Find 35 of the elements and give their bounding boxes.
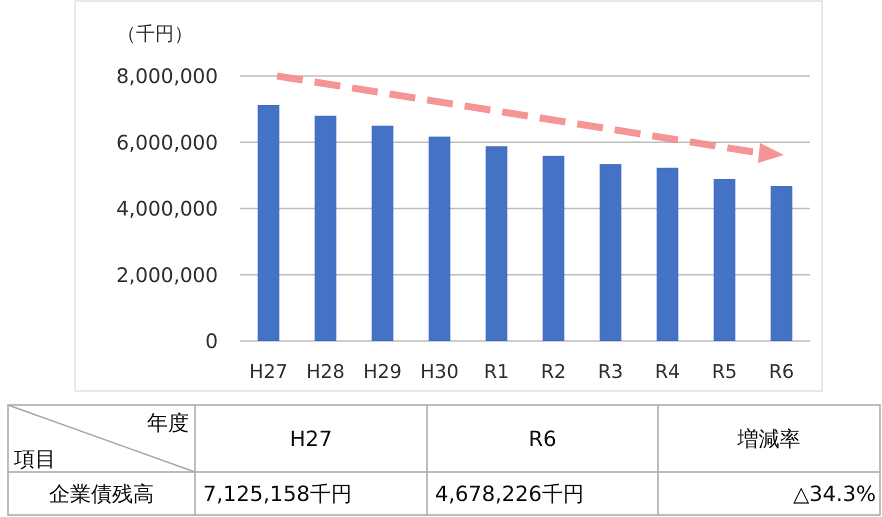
text: 項目	[13, 447, 56, 471]
bar	[428, 136, 450, 341]
y-axis-title: （千円）	[117, 23, 193, 45]
x-tick-label: R2	[540, 361, 566, 383]
x-tick-label: R6	[768, 361, 794, 383]
text: △34.3%	[793, 482, 876, 506]
text: H27	[290, 426, 332, 451]
x-tick-label: R5	[712, 361, 738, 383]
text: 4,678,226千円	[435, 482, 584, 506]
y-tick-label: 6,000,000	[116, 130, 218, 154]
bar	[542, 156, 564, 341]
x-tick-label: H30	[420, 361, 459, 383]
bar	[314, 116, 336, 341]
x-tick-label: R1	[484, 361, 510, 383]
text: 増減率	[736, 426, 800, 451]
bar	[656, 168, 678, 341]
x-tick-label: H28	[306, 361, 345, 383]
bar	[258, 104, 280, 341]
y-tick-label: 2,000,000	[116, 262, 218, 287]
y-tick-label: 8,000,000	[116, 64, 218, 88]
y-tick-label: 0	[205, 329, 218, 353]
x-tick-label: R4	[654, 361, 680, 383]
x-tick-label: R3	[598, 361, 624, 383]
y-tick-label: 4,000,000	[116, 196, 218, 220]
x-tick-label: H29	[363, 361, 402, 383]
text: R6	[528, 426, 556, 451]
bar	[372, 126, 394, 341]
text: 年度	[147, 411, 189, 435]
bar	[600, 164, 622, 341]
bar	[486, 146, 508, 341]
text: 7,125,158千円	[203, 482, 352, 506]
text: 企業債残高	[49, 482, 154, 506]
x-tick-label: H27	[249, 361, 288, 383]
bar	[714, 179, 736, 341]
bar	[770, 186, 792, 341]
